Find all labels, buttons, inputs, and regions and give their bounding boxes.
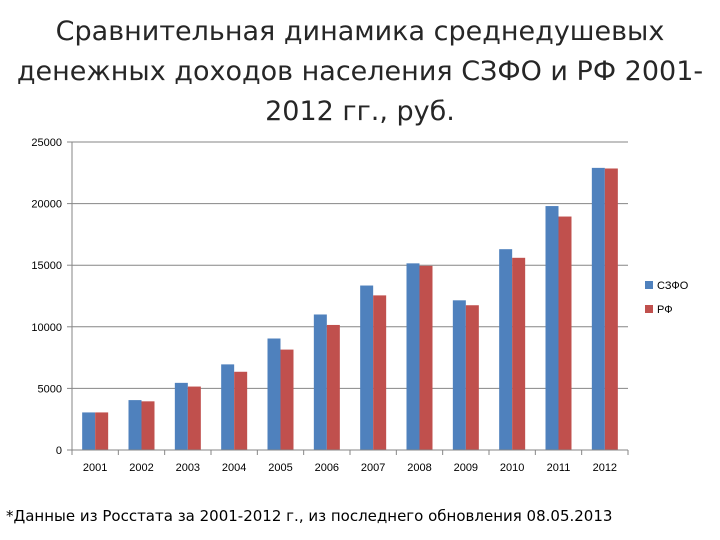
bar-szfo-2011 [545, 206, 559, 450]
x-tick-label: 2011 [547, 462, 571, 474]
title-line-3: 2012 гг., руб. [265, 96, 455, 127]
legend-label-szfo: СЗФО [657, 280, 689, 292]
bar-szfo-2003 [174, 382, 188, 450]
bar-szfo-2006 [313, 314, 327, 450]
y-tick-label: 5000 [38, 383, 62, 395]
bar-szfo-2010 [499, 249, 513, 450]
x-tick-label: 2002 [129, 462, 153, 474]
chart-title: Сравнительная динамика среднедушевых ден… [10, 12, 710, 132]
legend-swatch-szfo [645, 281, 653, 289]
bar-rf-2004 [234, 371, 248, 450]
x-tick-label: 2007 [361, 462, 385, 474]
x-tick-label: 2003 [176, 462, 200, 474]
x-tick-label: 2006 [315, 462, 339, 474]
y-tick-label: 0 [56, 445, 62, 457]
footnote: *Данные из Росстата за 2001-2012 г., из … [6, 507, 613, 525]
bar-szfo-2004 [221, 364, 235, 450]
x-tick-label: 2008 [407, 462, 431, 474]
x-tick-label: 2010 [500, 462, 524, 474]
bar-szfo-2001 [82, 412, 96, 450]
grid-lines [67, 141, 628, 451]
bar-rf-2009 [465, 305, 479, 450]
bar-szfo-2012 [591, 167, 605, 450]
x-tick-label: 2004 [222, 462, 246, 474]
x-tick-label: 2009 [454, 462, 478, 474]
y-tick-label: 10000 [31, 322, 62, 334]
bar-rf-2001 [95, 412, 109, 450]
bar-rf-2003 [187, 386, 201, 450]
bar-rf-2010 [512, 257, 526, 450]
title-line-2: денежных доходов населения СЗФО и РФ 200… [16, 56, 704, 87]
legend: СЗФО РФ [645, 280, 689, 316]
bar-szfo-2007 [360, 285, 374, 450]
bar-rf-2006 [326, 324, 340, 450]
bars [82, 167, 618, 450]
y-tick-label: 25000 [31, 137, 62, 149]
bar-szfo-2002 [128, 400, 142, 450]
bar-szfo-2009 [452, 300, 466, 450]
y-tick-label: 20000 [31, 199, 62, 211]
y-axis-tick-labels: 0 5000 10000 15000 20000 25000 [31, 137, 62, 457]
bar-rf-2012 [604, 168, 618, 450]
x-tick-label: 2012 [593, 462, 617, 474]
axes [71, 142, 629, 455]
legend-label-rf: РФ [657, 304, 673, 316]
bar-szfo-2005 [267, 338, 281, 450]
legend-swatch-rf [645, 305, 653, 313]
y-tick-label: 15000 [31, 260, 62, 272]
x-tick-label: 2001 [83, 462, 107, 474]
title-line-1: Сравнительная динамика среднедушевых [55, 16, 665, 47]
bar-rf-2002 [141, 401, 155, 450]
bar-rf-2008 [419, 265, 433, 450]
x-axis-tick-labels: 2001 2002 2003 2004 2005 2006 2007 2008 2009 2010… [83, 462, 617, 474]
bar-rf-2011 [558, 216, 572, 450]
bar-rf-2005 [280, 349, 294, 450]
bar-rf-2007 [373, 295, 387, 450]
x-tick-label: 2005 [268, 462, 292, 474]
bar-szfo-2008 [406, 263, 420, 450]
